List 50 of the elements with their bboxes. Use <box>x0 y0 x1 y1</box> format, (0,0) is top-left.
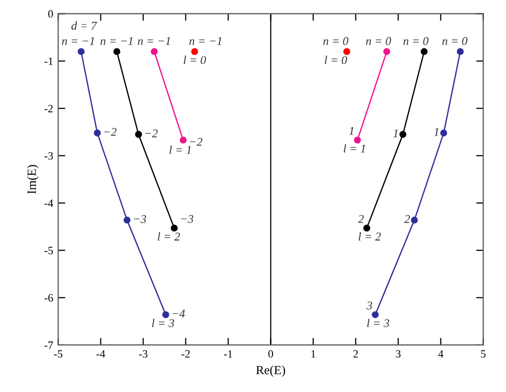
x-tick-label: 2 <box>353 350 358 358</box>
annotation: d = 7 <box>71 21 98 30</box>
y-tick-label: -5 <box>44 246 53 254</box>
annotation: 1 <box>349 126 354 135</box>
y-tick-label: 0 <box>48 10 53 18</box>
annotation: l = 3 <box>367 318 390 328</box>
x-tick-label: 3 <box>396 350 401 358</box>
annotation: 1 <box>393 129 398 138</box>
x-tick-label: -3 <box>138 350 148 358</box>
x-tick-label: 0 <box>268 350 274 358</box>
annotation: −4 <box>172 310 185 318</box>
annotation: −2 <box>104 128 116 136</box>
annotation: 2 <box>404 215 410 223</box>
annotation: n = 0 <box>323 37 348 46</box>
annotation: l = 2 <box>158 232 180 240</box>
annotation: n = 0 <box>403 37 429 46</box>
y-tick-label: -2 <box>44 104 53 112</box>
x-axis-title: Re(E) <box>256 365 286 377</box>
annotation: n = 0 <box>366 37 392 46</box>
annotation: −3 <box>181 214 194 223</box>
annotation: n = −1 <box>100 37 132 45</box>
x-tick-label: -1 <box>224 350 232 358</box>
y-tick-label: -6 <box>44 294 53 302</box>
x-tick-label: -2 <box>181 350 190 358</box>
y-tick-label: -7 <box>44 342 54 349</box>
annotation: l = 0 <box>184 56 206 64</box>
y-axis-title: Im(E) <box>27 164 39 194</box>
annotation: l = 2 <box>358 232 381 240</box>
annotation: −3 <box>134 215 146 223</box>
annotation: n = −1 <box>189 37 222 45</box>
annotation: 2 <box>358 214 364 223</box>
x-tick-label: -4 <box>96 350 106 358</box>
annotation: −2 <box>190 138 202 146</box>
annotation: 3 <box>366 302 372 310</box>
annotation: l = 1 <box>169 146 191 154</box>
x-tick-label: 1 <box>311 350 316 358</box>
x-tick-label: 4 <box>438 350 444 358</box>
annotation: n = −1 <box>138 37 170 45</box>
y-tick-label: -1 <box>44 58 53 65</box>
annotation: n = 0 <box>442 37 468 46</box>
x-tick-label: -5 <box>54 350 62 358</box>
annotation: l = 1 <box>344 144 365 152</box>
y-tick-label: -4 <box>44 200 54 207</box>
annotation: −2 <box>145 129 158 138</box>
annotation: n = −1 <box>62 37 94 45</box>
annotation: l = 0 <box>324 56 348 64</box>
annotation: 1 <box>434 128 438 136</box>
annotation: l = 3 <box>152 318 174 328</box>
y-tick-label: -3 <box>44 152 53 160</box>
x-tick-label: 5 <box>481 350 486 358</box>
